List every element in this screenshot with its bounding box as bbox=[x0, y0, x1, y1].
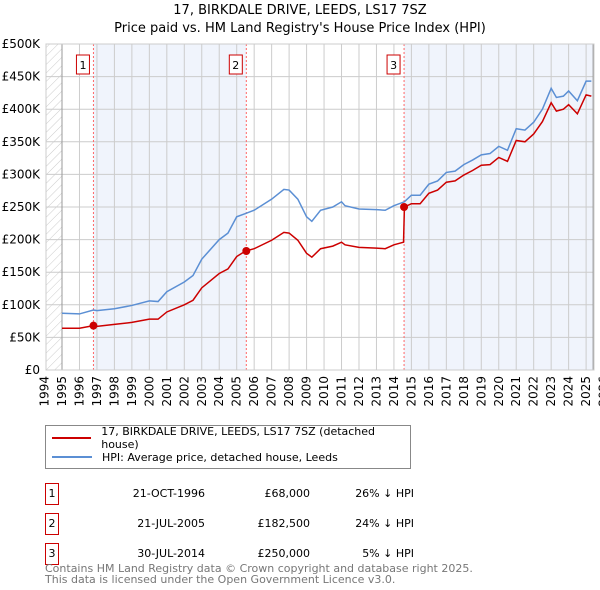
x-tick-label: 2020 bbox=[492, 376, 506, 407]
plot-border bbox=[45, 43, 595, 371]
x-tick-label: 2018 bbox=[457, 376, 471, 407]
footer-line-1: Contains HM Land Registry data © Crown c… bbox=[45, 562, 473, 575]
x-tick-label: 2015 bbox=[404, 376, 418, 407]
y-tick-label: £200K bbox=[2, 233, 42, 247]
x-tick-label: 2010 bbox=[317, 376, 331, 407]
sale-row: 3 30-JUL-2014 £250,000 5% ↓ HPI bbox=[45, 543, 445, 565]
sale-price: £182,500 bbox=[257, 517, 311, 530]
x-tick-label: 1995 bbox=[55, 376, 69, 407]
sale-hpi-diff: 26% ↓ HPI bbox=[355, 487, 414, 500]
x-tick-label: 2001 bbox=[160, 376, 174, 407]
y-tick-label: £150K bbox=[2, 265, 42, 279]
sale-number-badge: 1 bbox=[45, 483, 59, 505]
x-tick-label: 2021 bbox=[509, 376, 523, 407]
legend: 17, BIRKDALE DRIVE, LEEDS, LS17 7SZ (det… bbox=[45, 425, 411, 469]
sale-label-box bbox=[75, 54, 90, 75]
sale-row: 2 21-JUL-2005 £182,500 24% ↓ HPI bbox=[45, 513, 445, 535]
legend-property-label: 17, BIRKDALE DRIVE, LEEDS, LS17 7SZ (det… bbox=[101, 425, 376, 451]
x-tick-label: 1997 bbox=[90, 376, 104, 407]
property-price-line bbox=[62, 93, 592, 330]
sale-label-number: 1 bbox=[79, 59, 86, 72]
x-tick-label: 2000 bbox=[142, 376, 156, 407]
y-tick-label: £450K bbox=[2, 70, 42, 84]
y-tick-label: £50K bbox=[9, 330, 41, 344]
x-tick-label: 2024 bbox=[562, 376, 576, 407]
x-tick-label: 2017 bbox=[439, 376, 453, 407]
x-tick-label: 1996 bbox=[72, 376, 86, 407]
x-tick-label: 2004 bbox=[212, 376, 226, 407]
x-tick-label: 2026 bbox=[597, 376, 600, 407]
x-tick-label: 2012 bbox=[352, 376, 366, 407]
sale-point bbox=[400, 203, 409, 211]
y-tick-label: £350K bbox=[2, 135, 42, 149]
y-tick-label: £0 bbox=[25, 363, 40, 377]
x-tick-label: 2005 bbox=[230, 376, 244, 407]
plot-area: £0 £50K £100K £150K £200K £250K £300K £350K £400… bbox=[2, 37, 600, 407]
y-tick-label: £250K bbox=[2, 200, 42, 214]
chart-title: 17, BIRKDALE DRIVE, LEEDS, LS17 7SZ bbox=[173, 3, 427, 18]
sale-number-badge: 3 bbox=[45, 543, 59, 565]
sale-hpi-diff: 5% ↓ HPI bbox=[362, 547, 414, 560]
sale-number-badge: 2 bbox=[45, 513, 59, 535]
sale-label-number: 3 bbox=[390, 59, 397, 72]
x-tick-label: 2016 bbox=[422, 376, 436, 407]
legend-property-swatch bbox=[52, 437, 92, 439]
sale-label-box bbox=[386, 54, 401, 75]
sale-price: £68,000 bbox=[264, 487, 311, 500]
x-tick-label: 2008 bbox=[282, 376, 296, 407]
sale-point bbox=[89, 321, 98, 330]
x-tick-label: 2023 bbox=[544, 376, 558, 407]
x-tick-label: 1998 bbox=[107, 376, 121, 407]
sale-label-box bbox=[228, 54, 243, 75]
x-tick-label: 2007 bbox=[265, 376, 279, 407]
footer-line-2: This data is licensed under the Open Gov… bbox=[45, 573, 396, 586]
sale-date: 30-JUL-2014 bbox=[137, 547, 205, 560]
sale-point bbox=[242, 247, 251, 256]
x-tick-label: 1999 bbox=[125, 376, 139, 407]
x-tick-label: 2006 bbox=[247, 376, 261, 407]
x-tick-label: 1994 bbox=[38, 376, 52, 407]
y-tick-label: £300K bbox=[2, 167, 42, 181]
sale-date: 21-JUL-2005 bbox=[137, 517, 205, 530]
x-tick-label: 2019 bbox=[474, 376, 488, 407]
chart-subtitle: Price paid vs. HM Land Registry's House … bbox=[114, 21, 486, 36]
x-tick-label: 2011 bbox=[335, 376, 349, 407]
legend-hpi-swatch bbox=[52, 456, 92, 458]
hpi-line bbox=[61, 80, 592, 315]
y-tick-label: £100K bbox=[2, 298, 42, 312]
legend-hpi-label: HPI: Average price, detached house, Leed… bbox=[102, 450, 338, 464]
y-tick-label: £400K bbox=[2, 102, 42, 116]
x-tick-label: 2009 bbox=[300, 376, 314, 407]
sale-hpi-diff: 24% ↓ HPI bbox=[355, 517, 414, 530]
y-tick-label: £500K bbox=[2, 37, 42, 51]
x-tick-label: 2025 bbox=[579, 376, 593, 407]
footer: Contains HM Land Registry data © Crown c… bbox=[45, 563, 473, 585]
sale-date: 21-OCT-1996 bbox=[132, 487, 205, 500]
sale-row: 1 21-OCT-1996 £68,000 26% ↓ HPI bbox=[45, 483, 445, 505]
x-tick-label: 2003 bbox=[195, 376, 209, 407]
x-tick-label: 2022 bbox=[527, 376, 541, 407]
x-tick-label: 2014 bbox=[387, 376, 401, 407]
x-tick-label: 2013 bbox=[369, 376, 383, 407]
x-tick-label: 2002 bbox=[177, 376, 191, 407]
sale-label-number: 2 bbox=[232, 59, 239, 72]
sale-price: £250,000 bbox=[257, 547, 311, 560]
